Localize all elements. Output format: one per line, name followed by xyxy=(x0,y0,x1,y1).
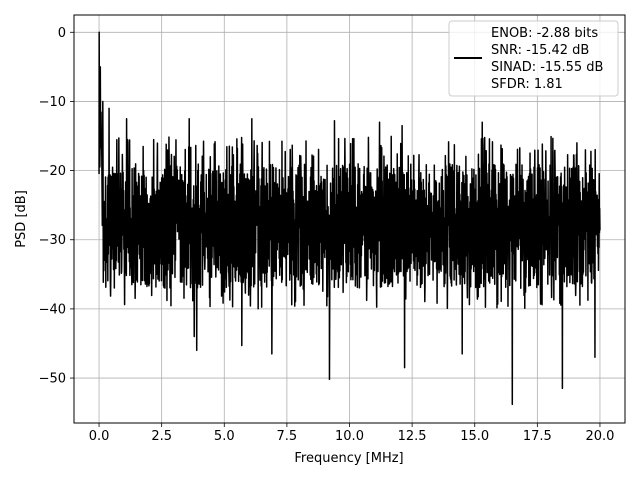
x-axis-label: Frequency [MHz] xyxy=(294,451,403,466)
series-layer xyxy=(98,31,601,406)
x-tick-label: 17.5 xyxy=(523,429,552,444)
y-tick-label: −20 xyxy=(39,164,66,179)
legend-entry-sfdr: SFDR: 1.81 xyxy=(491,77,563,92)
legend-entry-snr: SNR: -15.42 dB xyxy=(491,43,589,58)
legend: ENOB: -2.88 bits SNR: -15.42 dB SINAD: -… xyxy=(448,20,619,97)
x-tick-label: 12.5 xyxy=(398,429,427,444)
psd-series-line xyxy=(98,31,601,406)
legend-entry-enob: ENOB: -2.88 bits xyxy=(491,26,598,41)
x-tick-label: 20.0 xyxy=(585,429,614,444)
x-tick-label: 2.5 xyxy=(151,429,172,444)
y-tick-label: −50 xyxy=(39,372,66,387)
y-tick-label: −10 xyxy=(39,95,66,110)
x-axis-ticks: 0.0 2.5 5.0 7.5 10.0 12.5 15.0 17.5 20.0 xyxy=(89,423,614,444)
x-tick-label: 0.0 xyxy=(89,429,110,444)
y-axis-ticks: 0 −10 −20 −30 −40 −50 xyxy=(39,26,74,387)
x-tick-label: 10.0 xyxy=(335,429,364,444)
y-tick-label: −30 xyxy=(39,233,66,248)
x-tick-label: 7.5 xyxy=(277,429,298,444)
y-tick-label: 0 xyxy=(58,26,66,41)
x-tick-label: 15.0 xyxy=(460,429,489,444)
y-axis-label: PSD [dB] xyxy=(14,190,29,248)
legend-entry-sinad: SINAD: -15.55 dB xyxy=(491,60,603,75)
y-tick-label: −40 xyxy=(39,302,66,317)
legend-box xyxy=(448,20,619,97)
x-tick-label: 5.0 xyxy=(214,429,235,444)
